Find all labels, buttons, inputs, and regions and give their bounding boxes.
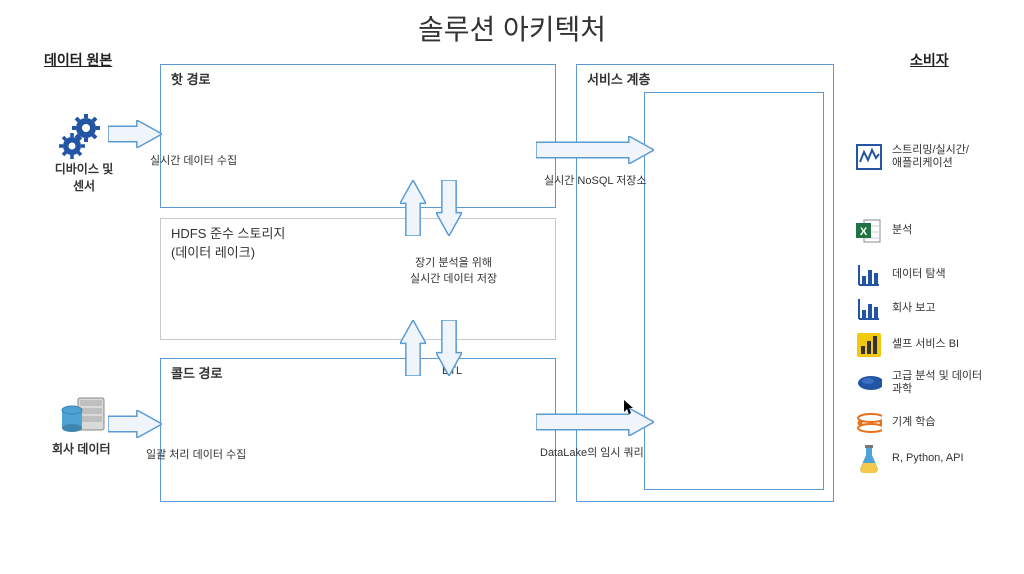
caption-datalake-query: DataLake의 임시 쿼리	[540, 444, 644, 460]
legend-item-bars2: 회사 보고	[856, 296, 936, 322]
ellipse-icon	[856, 370, 882, 396]
caption-realtime-ingest: 실시간 데이터 수집	[150, 152, 237, 168]
legend-label: R, Python, API	[892, 452, 964, 465]
legend-item-ml: 기계 학습	[856, 410, 936, 436]
box-cold-path: 콜드 경로	[160, 358, 556, 502]
bars2-icon	[856, 296, 882, 322]
header-data-sources: 데이터 원본	[44, 50, 112, 70]
label-devices-sensors: 디바이스 및 센서	[42, 160, 126, 194]
label-hdfs: HDFS 준수 스토리지 (데이터 레이크)	[171, 223, 285, 261]
legend-item-powerbi: 셀프 서비스 BI	[856, 332, 959, 358]
legend-item-flask: R, Python, API	[856, 446, 964, 472]
box-hot-path: 핫 경로	[160, 64, 556, 208]
header-consumers: 소비자	[910, 50, 949, 70]
arrow-cold-to-service	[536, 408, 654, 436]
flask-icon	[856, 446, 882, 472]
legend-label: 분석	[892, 224, 912, 237]
legend-label: 회사 보고	[892, 302, 936, 315]
arrow-from-company	[108, 410, 162, 438]
legend-item-ellipse: 고급 분석 및 데이터 과학	[856, 370, 982, 396]
bars-icon	[856, 262, 882, 288]
arrow-hot-to-hdfs-down	[436, 180, 462, 236]
legend-label: 데이터 탐색	[892, 268, 946, 281]
database-icon	[60, 392, 108, 441]
legend-label: 고급 분석 및 데이터 과학	[892, 370, 982, 396]
page-title: 솔루션 아키텍처	[0, 8, 1024, 48]
box-service-inner	[644, 92, 824, 490]
cursor-icon	[624, 400, 636, 416]
arrow-hdfs-to-cold-down	[436, 320, 462, 376]
legend-item-streaming: 스트리밍/실시간/ 애플리케이션	[856, 144, 969, 170]
label-hot-path: 핫 경로	[171, 69, 211, 88]
arrow-from-devices	[108, 120, 162, 148]
legend-label: 스트리밍/실시간/ 애플리케이션	[892, 144, 969, 170]
streaming-icon	[856, 144, 882, 170]
powerbi-icon	[856, 332, 882, 358]
label-company-data: 회사 데이터	[52, 440, 111, 457]
arrow-hot-to-hdfs-up	[400, 180, 426, 236]
ml-icon	[856, 410, 882, 436]
legend-label: 기계 학습	[892, 416, 936, 429]
svg-text:X: X	[860, 226, 868, 238]
caption-nosql: 실시간 NoSQL 저장소	[544, 172, 647, 188]
label-cold-path: 콜드 경로	[171, 363, 222, 382]
arrow-hot-to-service	[536, 136, 654, 164]
excel-icon: X	[856, 218, 882, 244]
arrow-hdfs-to-cold-up	[400, 320, 426, 376]
legend-item-bars: 데이터 탐색	[856, 262, 946, 288]
caption-longterm-store: 장기 분석을 위해 실시간 데이터 저장	[410, 254, 497, 286]
legend-label: 셀프 서비스 BI	[892, 338, 959, 351]
caption-batch-ingest: 일괄 처리 데이터 수집	[146, 446, 246, 462]
legend-item-excel: X 분석	[856, 218, 912, 244]
label-service-layer: 서비스 계층	[587, 69, 650, 88]
